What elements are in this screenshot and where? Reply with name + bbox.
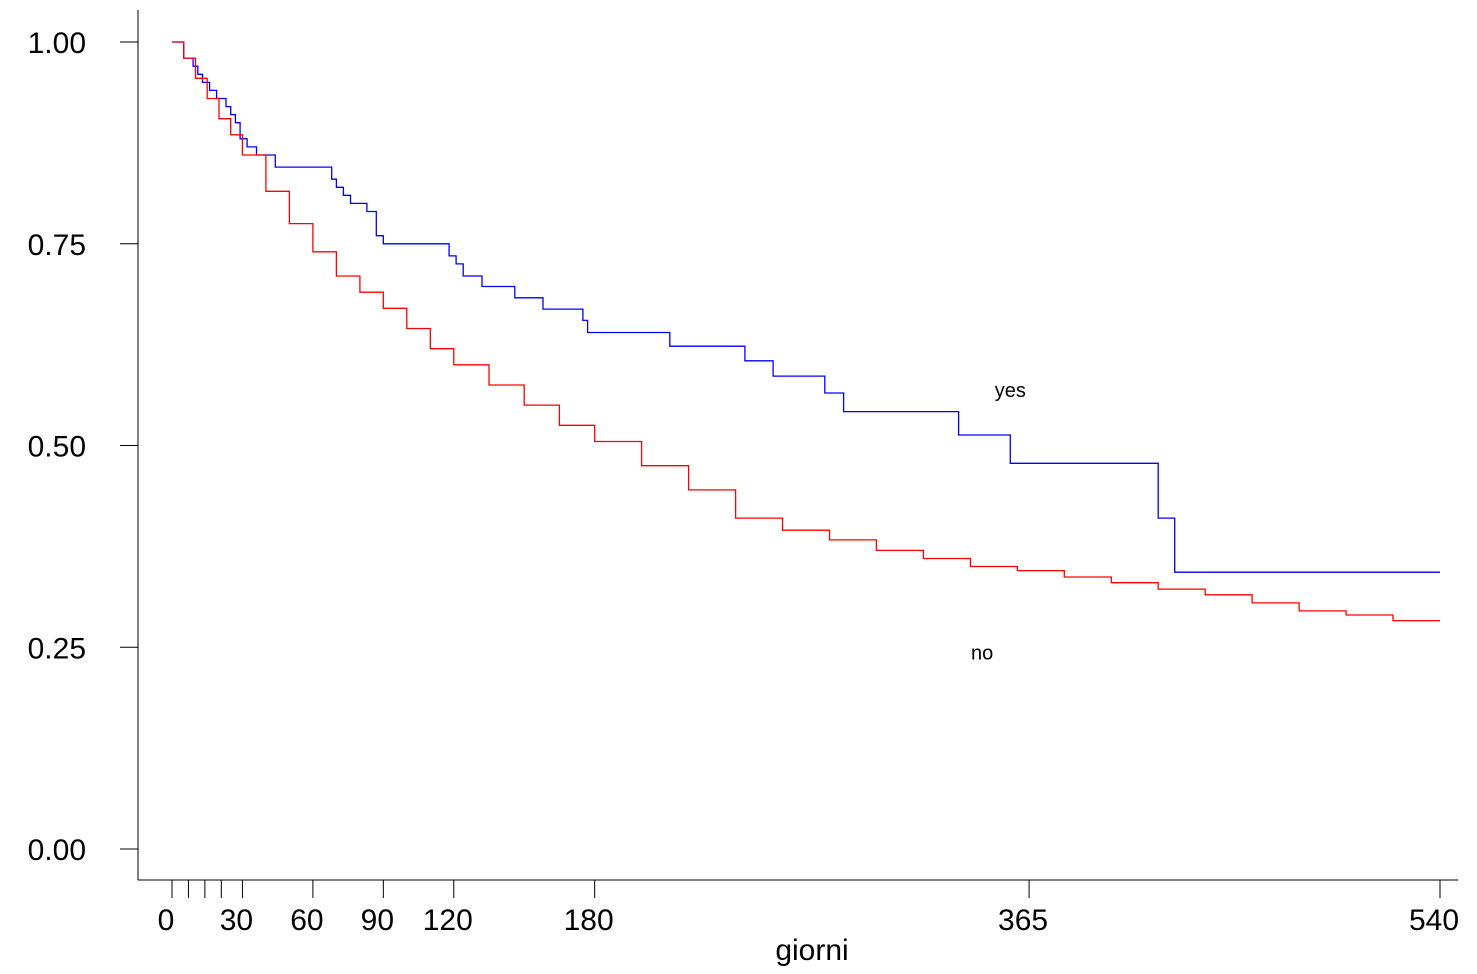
x-axis-title: giorni [775,934,848,967]
series-yes-line [172,41,1440,573]
x-tick-label: 90 [361,904,394,937]
x-tick-label: 180 [564,904,614,937]
y-tick-label: 0.25 [28,632,86,665]
x-tick-label: 365 [998,904,1048,937]
y-tick-label: 0.00 [28,834,86,867]
x-tick-label: 30 [220,904,253,937]
annotation-no: no [971,642,993,664]
y-tick-label: 0.50 [28,431,86,464]
x-tick-label: 60 [290,904,323,937]
x-tick-label: 120 [423,904,473,937]
x-tick-label: 540 [1409,904,1459,937]
annotation-yes: yes [995,380,1026,402]
annotations: yes no [971,380,1026,664]
y-tick-label: 1.00 [28,27,86,60]
x-tick-label: 0 [158,904,175,937]
series-no-line [172,41,1440,622]
axes: 0.00 0.25 0.50 0.75 1.00 0 30 60 90 120 180 365 540 [28,10,1459,937]
series-layer [172,41,1440,622]
y-tick-label: 0.75 [28,229,86,262]
